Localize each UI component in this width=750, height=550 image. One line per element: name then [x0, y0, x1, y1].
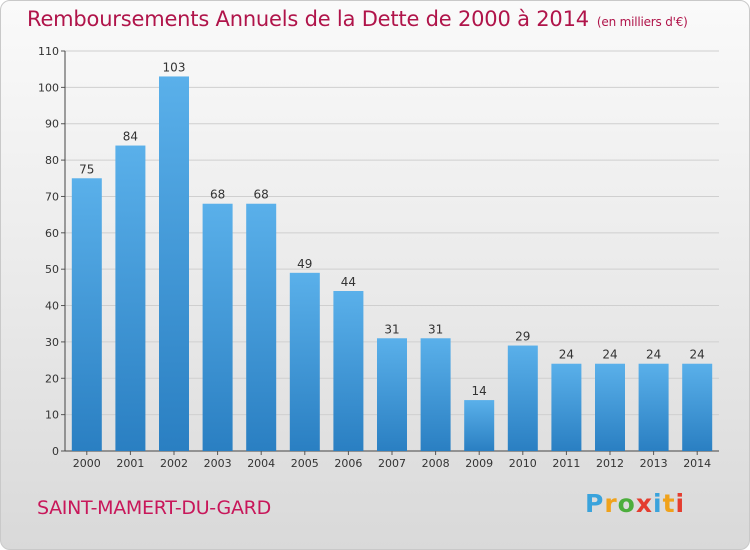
- logo-letter: i: [675, 489, 686, 518]
- bar: [377, 338, 407, 451]
- x-tick-label: 2000: [73, 457, 101, 470]
- bar-value-label: 24: [559, 348, 574, 362]
- x-tick-label: 2008: [422, 457, 450, 470]
- x-tick-label: 2003: [204, 457, 232, 470]
- bar: [420, 338, 451, 451]
- logo-letter: x: [635, 489, 653, 518]
- y-tick-label: 0: [52, 445, 59, 458]
- y-tick-label: 10: [45, 409, 59, 422]
- bar-value-label: 75: [79, 162, 94, 176]
- bar: [115, 145, 146, 451]
- logo-letter: i: [653, 489, 663, 518]
- bar-value-label: 31: [428, 322, 443, 336]
- bar: [71, 178, 102, 452]
- x-tick-label: 2009: [465, 457, 493, 470]
- bar-value-label: 29: [515, 330, 530, 344]
- bar-value-label: 24: [602, 348, 617, 362]
- bar: [159, 76, 189, 452]
- y-tick-label: 110: [38, 45, 59, 58]
- y-tick-label: 30: [45, 336, 59, 349]
- bar-value-label: 84: [123, 130, 138, 144]
- x-tick-label: 2005: [291, 457, 319, 470]
- y-tick-label: 90: [45, 118, 59, 131]
- bar: [289, 272, 320, 451]
- commune-name: SAINT-MAMERT-DU-GARD: [37, 497, 271, 519]
- x-tick-label: 2012: [596, 457, 624, 470]
- x-tick-label: 2006: [334, 457, 362, 470]
- bar: [333, 291, 364, 451]
- proxiti-logo: Proxiti: [585, 489, 685, 518]
- logo-letter: t: [662, 489, 676, 518]
- x-tick-label: 2007: [378, 457, 406, 470]
- y-tick-label: 40: [45, 300, 59, 313]
- bar: [638, 363, 669, 451]
- y-tick-label: 60: [45, 227, 59, 240]
- bar-value-label: 44: [341, 275, 356, 289]
- x-tick-label: 2001: [116, 457, 144, 470]
- logo-letter: r: [604, 489, 618, 518]
- bar: [507, 345, 538, 451]
- y-tick-label: 80: [45, 154, 59, 167]
- bar: [202, 203, 233, 451]
- bar-value-label: 49: [297, 257, 312, 271]
- bar: [551, 363, 582, 451]
- bar-value-label: 14: [472, 384, 487, 398]
- y-tick-label: 70: [45, 190, 59, 203]
- bar: [595, 363, 625, 451]
- logo-letter: o: [617, 489, 636, 518]
- y-tick-label: 100: [38, 81, 59, 94]
- logo-letter: P: [585, 489, 605, 518]
- bar-value-label: 68: [254, 188, 269, 202]
- bar-value-label: 68: [210, 188, 225, 202]
- x-tick-label: 2004: [247, 457, 275, 470]
- bar-value-label: 24: [690, 348, 705, 362]
- y-tick-label: 50: [45, 263, 59, 276]
- y-tick-label: 20: [45, 372, 59, 385]
- x-tick-label: 2013: [640, 457, 668, 470]
- x-tick-label: 2011: [552, 457, 580, 470]
- bar-value-label: 31: [384, 322, 399, 336]
- x-tick-label: 2010: [509, 457, 537, 470]
- bar: [682, 363, 713, 451]
- bar: [246, 203, 277, 451]
- title-text: Remboursements Annuels de la Dette de 20…: [27, 7, 589, 31]
- bar-value-label: 24: [646, 348, 661, 362]
- bar-value-label: 103: [163, 60, 186, 74]
- x-tick-label: 2014: [683, 457, 711, 470]
- bar: [464, 400, 495, 451]
- chart-title: Remboursements Annuels de la Dette de 20…: [27, 7, 688, 31]
- x-tick-label: 2002: [160, 457, 188, 470]
- chart-unit: (en milliers d'€): [596, 15, 688, 29]
